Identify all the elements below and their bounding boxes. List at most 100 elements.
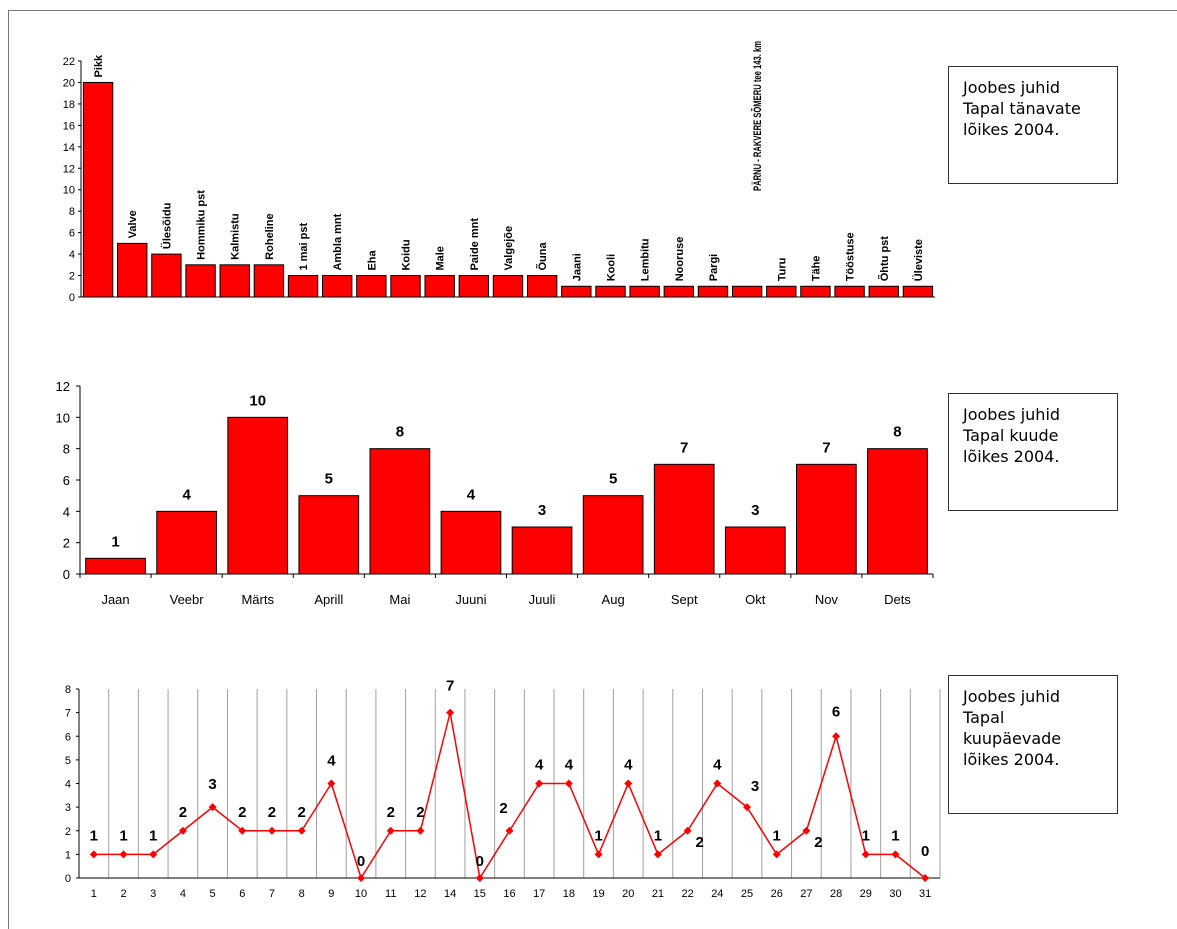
chart2-y-tick-label: 0 <box>63 567 70 582</box>
chart3-data-label: 1 <box>90 827 98 844</box>
chart3-x-tick-label: 8 <box>299 888 305 900</box>
chart3-x-tick-label: 24 <box>711 888 723 900</box>
chart3-data-label: 4 <box>327 753 336 770</box>
chart2-data-label: 5 <box>325 471 333 488</box>
chart2-y-tick-label: 12 <box>56 379 70 394</box>
chart3-point <box>713 779 722 788</box>
chart1-bar <box>561 285 592 298</box>
chart3-point <box>861 850 870 859</box>
chart3-point <box>683 826 692 835</box>
chart1-category-label: Tähe <box>810 256 822 282</box>
chart2-data-label: 4 <box>182 486 191 503</box>
chart3-x-tick-label: 18 <box>563 888 575 900</box>
chart3-point <box>535 779 544 788</box>
chart3-x-tick-label: 31 <box>919 888 931 900</box>
chart2-category-label: Aug <box>602 592 625 607</box>
chart3-data-label: 1 <box>891 827 899 844</box>
chart3-data-label: 3 <box>751 778 759 795</box>
chart3-x-tick-label: 26 <box>771 888 783 900</box>
chart3-point <box>743 803 752 812</box>
chart3-point <box>208 803 217 812</box>
chart3-y-tick-label: 2 <box>65 826 71 838</box>
chart3-point <box>832 732 841 741</box>
chart1-bar <box>731 285 763 298</box>
chart3-y-tick-label: 7 <box>65 708 71 720</box>
chart2-bar <box>867 448 928 575</box>
caption-days-text: Joobes juhid Tapal kuupäevade lõikes 200… <box>963 687 1062 769</box>
caption-months-text: Joobes juhid Tapal kuude lõikes 2004. <box>963 405 1061 466</box>
chart2-category-label: Sept <box>671 592 698 607</box>
chart1-y-tick-label: 4 <box>69 249 75 261</box>
chart3-x-tick-label: 12 <box>414 888 426 900</box>
caption-streets: Joobes juhid Tapal tänavate lõikes 2004. <box>948 66 1118 184</box>
chart3-x-tick-label: 11 <box>385 888 396 900</box>
chart3-y-tick-label: 0 <box>65 873 71 885</box>
chart2-category-label: Jaan <box>101 592 129 607</box>
chart1-category-label: Kalmistu <box>230 213 242 259</box>
chart2-bar <box>724 526 786 575</box>
chart3-data-label: 0 <box>476 853 484 870</box>
chart3-y-tick-label: 3 <box>65 802 71 814</box>
chart2-data-label: 8 <box>893 424 901 441</box>
chart3-x-tick-label: 20 <box>622 888 634 900</box>
chart2-bar <box>440 510 502 575</box>
chart2-bar <box>298 495 360 575</box>
chart1-bar <box>390 275 421 298</box>
chart2-data-label: 7 <box>680 439 688 456</box>
chart1-y-tick-label: 16 <box>63 120 75 132</box>
chart3-x-tick-label: 29 <box>860 888 872 900</box>
chart1-bar <box>458 275 490 298</box>
chart3-data-label: 6 <box>832 703 840 720</box>
chart3-x-tick-label: 5 <box>210 888 216 900</box>
chart3-x-tick-label: 21 <box>652 888 664 900</box>
chart1-y-tick-label: 0 <box>69 292 75 304</box>
chart3-point <box>475 874 484 882</box>
chart3-point <box>178 826 187 835</box>
chart3-data-label: 7 <box>446 678 454 695</box>
chart3-point <box>386 826 395 835</box>
chart1-y-tick-label: 20 <box>63 77 75 89</box>
chart2-y-tick-label: 6 <box>63 473 70 488</box>
chart3-data-label: 0 <box>921 843 929 860</box>
chart3-point <box>149 850 158 859</box>
chart3-point <box>594 850 603 859</box>
chart2-data-label: 4 <box>467 486 476 503</box>
chart3-x-tick-label: 14 <box>444 888 456 900</box>
chart2-category-label: Nov <box>815 592 839 607</box>
chart1-bar <box>766 285 797 298</box>
chart3-point <box>119 850 128 859</box>
caption-streets-text: Joobes juhid Tapal tänavate lõikes 2004. <box>963 78 1081 139</box>
chart2-y-tick-label: 4 <box>63 504 70 519</box>
chart3-x-tick-label: 30 <box>889 888 901 900</box>
chart3-data-label: 2 <box>298 804 306 821</box>
chart3-x-tick-label: 15 <box>474 888 486 900</box>
chart2-bar <box>369 448 431 575</box>
chart1-bar <box>629 285 660 298</box>
chart2-data-label: 3 <box>751 502 759 519</box>
chart3-data-label: 4 <box>535 757 544 774</box>
chart3-y-tick-label: 8 <box>65 684 71 696</box>
chart1-category-label: Ambla mnt <box>332 213 344 270</box>
chart3-x-tick-label: 3 <box>150 888 156 900</box>
chart3-x-tick-label: 25 <box>741 888 753 900</box>
chart1-bar <box>595 285 626 298</box>
chart3-point <box>653 850 662 859</box>
chart2-data-label: 1 <box>111 533 119 550</box>
chart1-bar <box>834 285 865 298</box>
chart1-bar <box>82 81 114 298</box>
chart1-bar <box>526 275 558 298</box>
chart3-x-tick-label: 6 <box>239 888 245 900</box>
chart3-data-label: 1 <box>862 827 870 844</box>
chart3-point <box>921 874 930 882</box>
chart1-category-label: Koidu <box>401 239 413 270</box>
chart1-category-label: Pargi <box>708 254 720 282</box>
chart3-data-label: 3 <box>208 776 216 793</box>
chart2-bar <box>156 510 217 575</box>
chart1-bar <box>151 253 182 298</box>
chart2-y-tick-label: 2 <box>63 536 70 551</box>
chart3-data-label: 2 <box>268 804 276 821</box>
chart3-point <box>624 779 633 788</box>
chart1-y-tick-label: 8 <box>69 206 75 218</box>
chart2-bar <box>796 463 857 575</box>
